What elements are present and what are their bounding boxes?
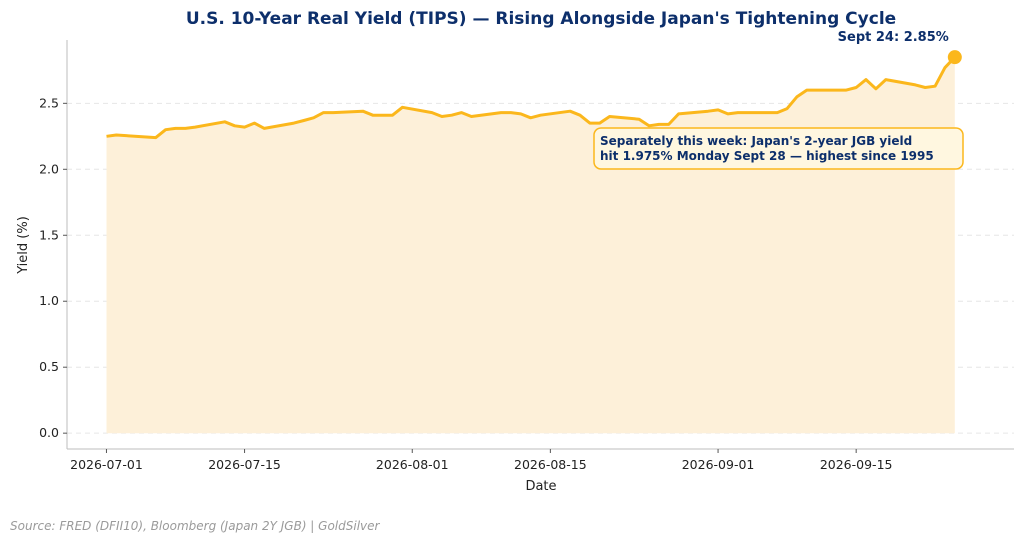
x-tick-label: 2026-07-15	[208, 457, 281, 472]
annotation-box-background	[593, 127, 964, 170]
x-tick-label: 2026-08-15	[514, 457, 587, 472]
x-tick-label: 2026-09-15	[820, 457, 893, 472]
endpoint-label: Sept 24: 2.85%	[838, 30, 949, 45]
y-tick-label: 0.5	[39, 359, 59, 374]
annotation-line-2: hit 1.975% Monday Sept 28 — highest sinc…	[600, 149, 934, 163]
y-tick-label: 1.0	[39, 293, 59, 308]
x-axis-label: Date	[525, 479, 556, 494]
x-tick-label: 2026-09-01	[682, 457, 755, 472]
annotation-box: Separately this week: Japan's 2-year JGB…	[593, 127, 964, 170]
x-ticks: 2026-07-01 2026-07-15 2026-08-01 2026-08-15…	[70, 449, 892, 472]
chart-title: U.S. 10-Year Real Yield (TIPS) — Rising …	[186, 9, 896, 29]
source-note: Source: FRED (DFII10), Bloomberg (Japan …	[10, 519, 381, 533]
y-tick-label: 0.0	[39, 425, 59, 440]
y-ticks: 0.0 0.5 1.0 1.5 2.0 2.5	[39, 95, 67, 440]
y-axis-label: Yield (%)	[16, 216, 31, 275]
annotation-line-1: Separately this week: Japan's 2-year JGB…	[600, 134, 912, 148]
x-tick-label: 2026-08-01	[376, 457, 449, 472]
series-line	[106, 56, 956, 140]
y-tick-label: 2.5	[39, 95, 59, 110]
x-tick-label: 2026-07-01	[70, 457, 143, 472]
endpoint-marker	[947, 50, 962, 65]
area-fill	[106, 57, 955, 434]
y-tick-label: 1.5	[39, 227, 59, 242]
y-tick-label: 2.0	[39, 161, 59, 176]
